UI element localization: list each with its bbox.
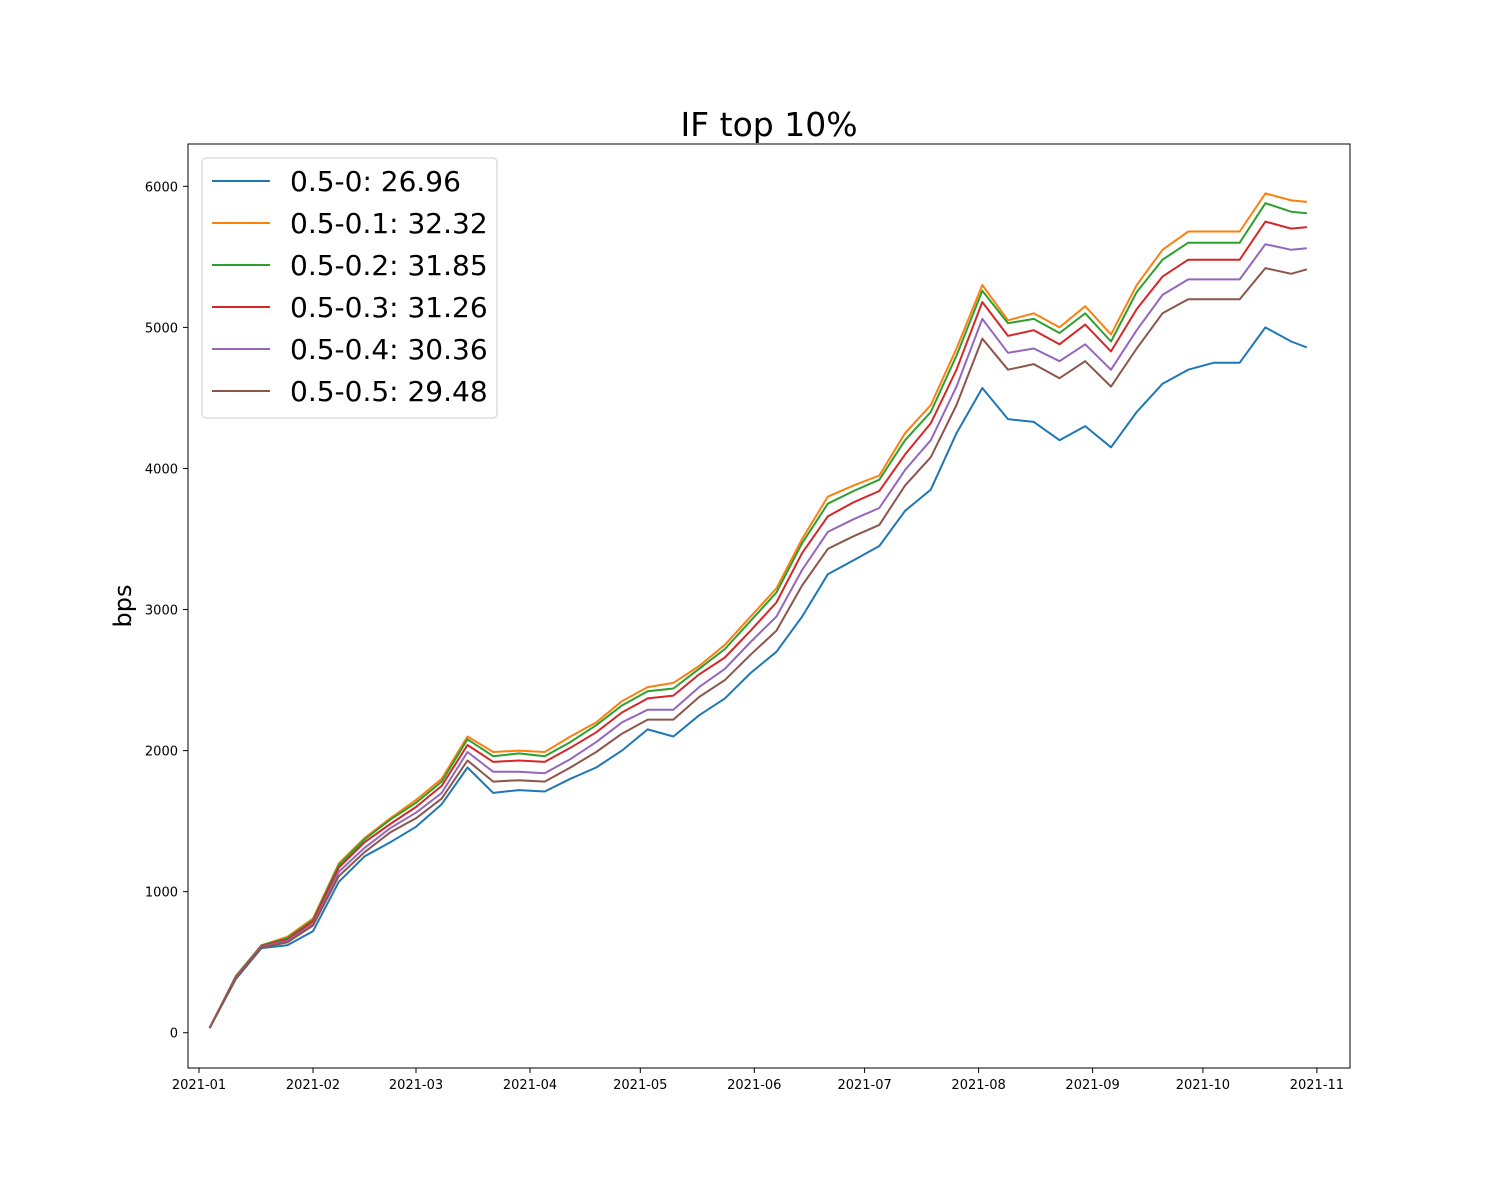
- series-line-5: [208, 243, 1307, 1029]
- y-tick-label: 1000: [145, 886, 178, 901]
- x-tick-label: 2021-01: [172, 1078, 226, 1093]
- plot-frame: [187, 143, 1351, 1069]
- x-tick-label: 2021-09: [1065, 1078, 1119, 1093]
- series-layer: [208, 192, 1308, 1029]
- legend: 0.5-0: 26.96 0.5-0.1: 32.32 0.5-0.2: 31.85…: [201, 157, 498, 419]
- y-axis: 0 1000 2000 3000 4000 5000 6000: [145, 180, 188, 1042]
- y-tick-label: 4000: [145, 462, 178, 477]
- x-tick-label: 2021-10: [1176, 1078, 1230, 1093]
- y-tick-label: 6000: [145, 180, 178, 195]
- series-line-2: [208, 192, 1307, 1029]
- x-tick-label: 2021-11: [1290, 1078, 1344, 1093]
- series-line-3: [208, 202, 1307, 1029]
- legend-label-1: 0.5-0: 26.96: [290, 165, 461, 198]
- legend-label-4: 0.5-0.3: 31.26: [290, 291, 488, 324]
- series-line-4: [208, 220, 1307, 1029]
- legend-label-3: 0.5-0.2: 31.85: [290, 249, 488, 282]
- x-tick-label: 2021-07: [837, 1078, 891, 1093]
- x-tick-label: 2021-05: [613, 1078, 667, 1093]
- y-tick-label: 3000: [145, 604, 178, 619]
- legend-box: [201, 157, 498, 419]
- y-tick-label: 0: [170, 1027, 178, 1042]
- x-tick-label: 2021-02: [286, 1078, 340, 1093]
- legend-label-6: 0.5-0.5: 29.48: [290, 375, 488, 408]
- y-tick-label: 5000: [145, 321, 178, 336]
- x-tick-label: 2021-04: [503, 1078, 557, 1093]
- x-tick-label: 2021-06: [727, 1078, 781, 1093]
- x-tick-label: 2021-08: [951, 1078, 1005, 1093]
- x-axis: 2021-01 2021-02 2021-03 2021-04 2021-05 2021-…: [172, 1068, 1344, 1093]
- series-line-1: [208, 326, 1308, 1029]
- series-line-6: [208, 267, 1308, 1029]
- legend-label-5: 0.5-0.4: 30.36: [290, 333, 488, 366]
- legend-label-2: 0.5-0.1: 32.32: [290, 207, 488, 240]
- x-tick-label: 2021-03: [389, 1078, 443, 1093]
- y-tick-label: 2000: [145, 745, 178, 760]
- y-axis-title: bps: [109, 585, 137, 628]
- chart-title: IF top 10%: [680, 105, 857, 144]
